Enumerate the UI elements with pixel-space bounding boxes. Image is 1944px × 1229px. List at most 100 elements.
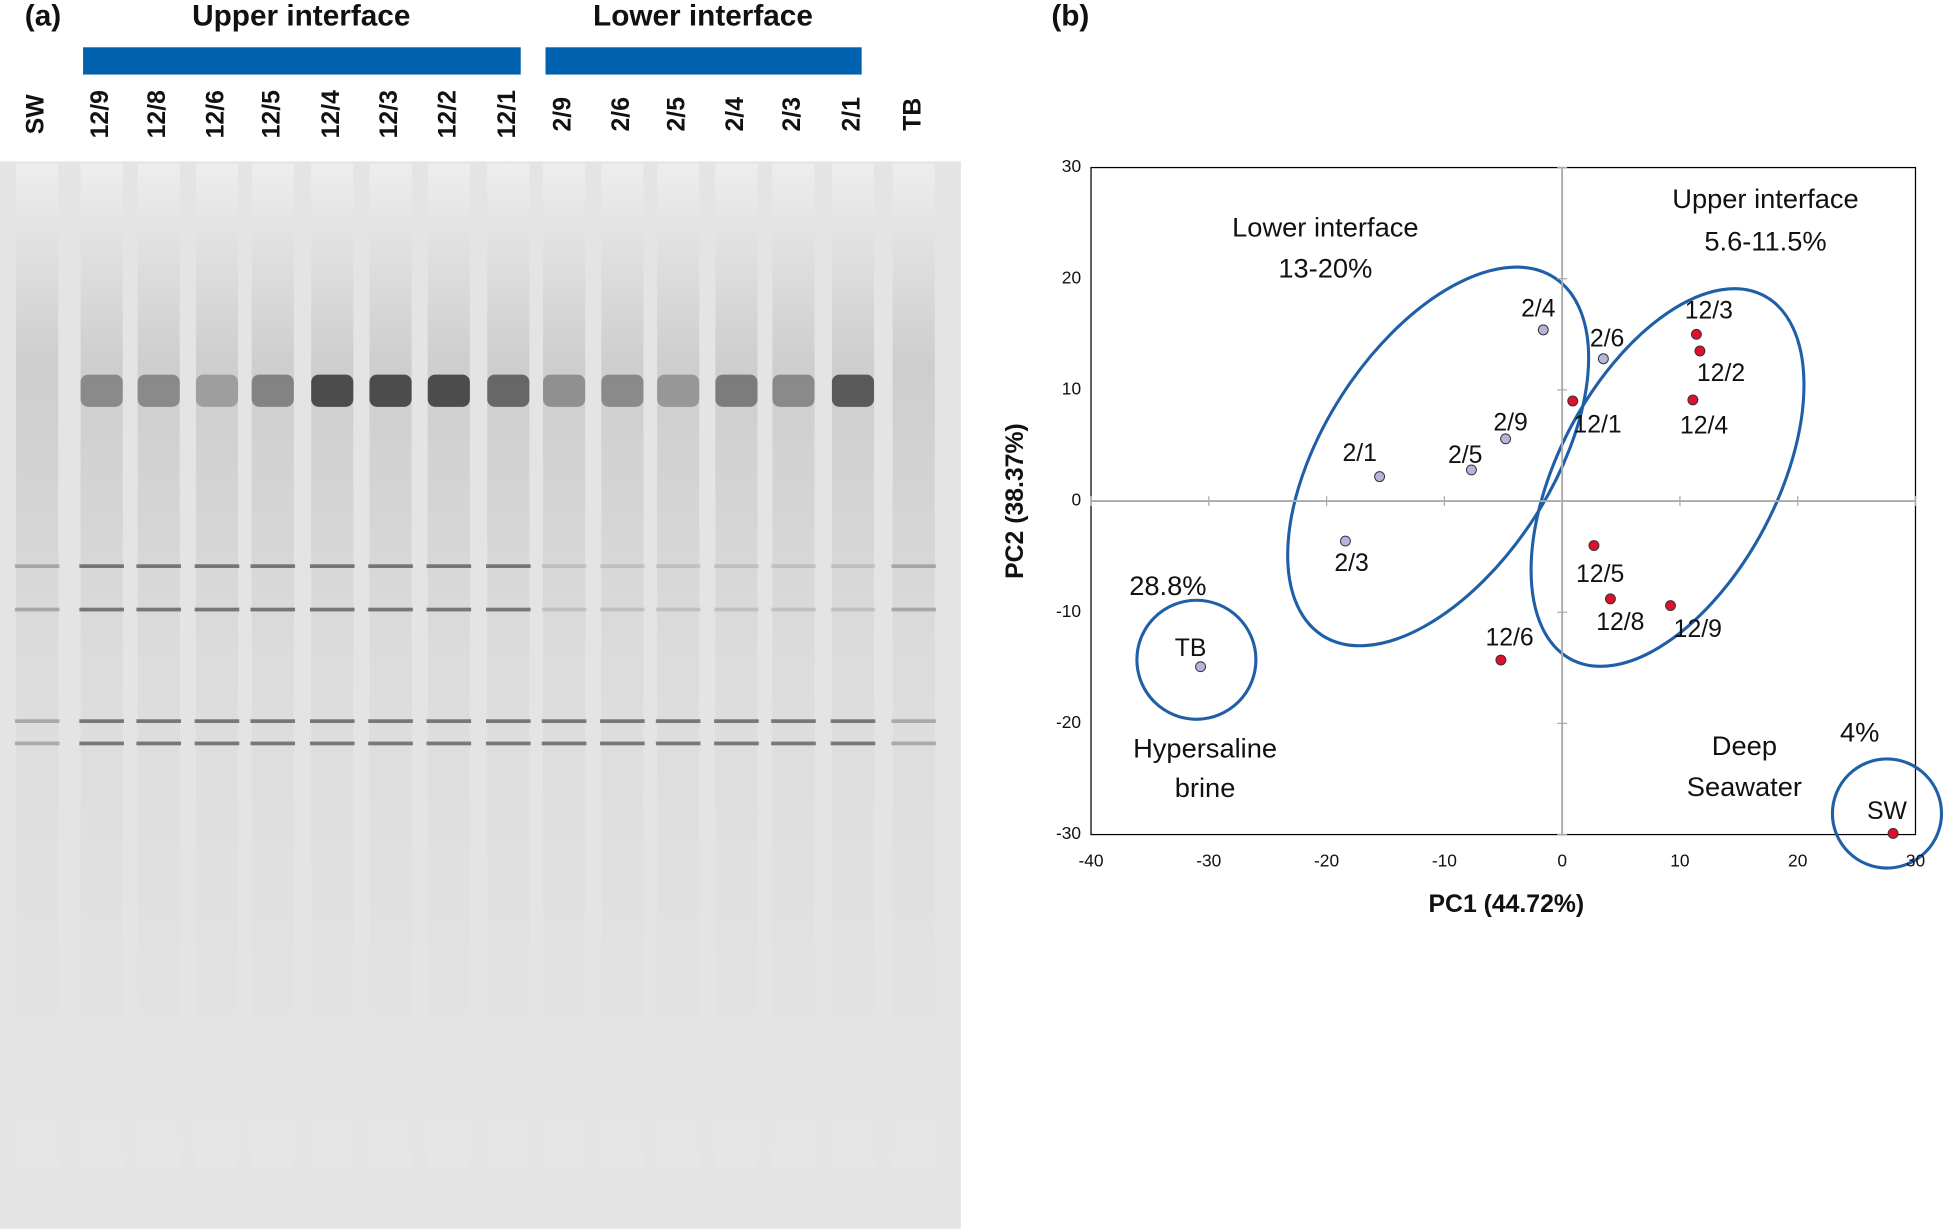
gel-lane bbox=[427, 163, 470, 1169]
gel-band bbox=[136, 719, 182, 723]
point bbox=[1690, 328, 1702, 340]
gel-band bbox=[714, 741, 759, 746]
annotation: Lower interface bbox=[1232, 212, 1418, 243]
gel-band bbox=[487, 374, 530, 407]
gel-band bbox=[194, 719, 240, 723]
gel: SW 12/9 12/8 12/6 12/5 12/4 12/3 12/2 12/1 2/9 2/6… bbox=[14, 90, 937, 1169]
annotation: Deep bbox=[1712, 730, 1777, 761]
point-label: 12/1 bbox=[1573, 411, 1621, 438]
gel-band bbox=[830, 741, 876, 746]
gel-band bbox=[600, 741, 645, 746]
gel-lane bbox=[369, 163, 412, 1169]
gel-band bbox=[251, 374, 294, 407]
lane-label: 2/3 bbox=[779, 97, 806, 131]
point bbox=[1694, 345, 1706, 357]
panel-label: (b) bbox=[1051, 0, 1089, 32]
gel-band bbox=[427, 374, 470, 407]
gel-lane bbox=[772, 163, 815, 1169]
gel-band bbox=[79, 719, 124, 723]
gel-band bbox=[368, 741, 413, 746]
gel-band bbox=[771, 607, 816, 612]
lane-label: SW bbox=[23, 94, 50, 135]
point bbox=[1567, 395, 1579, 407]
plot: -40 -30 -20 -10 0 10 20 30 -30 -20 -10 0 10 20 30 12/3 1… bbox=[1056, 156, 1925, 870]
gel-lane bbox=[251, 163, 294, 1169]
annotation: Hypersaline bbox=[1133, 732, 1277, 763]
cluster-ellipse bbox=[1286, 265, 1591, 648]
gel-band bbox=[830, 719, 876, 723]
gel-band bbox=[486, 607, 531, 612]
annotation: 28.8% bbox=[1129, 570, 1206, 601]
gel-band bbox=[250, 564, 296, 569]
annotation: Seawater bbox=[1687, 771, 1802, 802]
gel-lane bbox=[487, 163, 530, 1169]
gel-band bbox=[600, 564, 645, 569]
lane-label: 2/4 bbox=[722, 97, 749, 132]
gel-band bbox=[79, 607, 124, 612]
gel-band bbox=[891, 741, 937, 746]
group-label: Upper interface bbox=[192, 0, 410, 32]
point-label: 12/8 bbox=[1596, 609, 1644, 636]
gel-lane bbox=[311, 163, 354, 1169]
point-label: 12/3 bbox=[1685, 298, 1733, 325]
gel-lane bbox=[16, 163, 59, 1169]
gel-band bbox=[714, 607, 759, 612]
point bbox=[1588, 540, 1600, 551]
gel-band bbox=[136, 741, 182, 746]
x-tick-label: 0 bbox=[1557, 850, 1567, 870]
gel-lane bbox=[80, 163, 123, 1169]
gel-band bbox=[195, 374, 239, 407]
gel-band bbox=[771, 719, 816, 723]
gel-band bbox=[891, 607, 937, 612]
gel-band bbox=[714, 719, 759, 723]
cluster-ellipse bbox=[1529, 287, 1806, 668]
lane-label: 2/1 bbox=[839, 97, 866, 132]
point-label: TB bbox=[1175, 635, 1207, 662]
x-tick-label: -30 bbox=[1196, 850, 1221, 870]
gel-band bbox=[601, 374, 644, 407]
gel-band bbox=[309, 564, 355, 569]
gel-band bbox=[541, 719, 587, 723]
point-label: SW bbox=[1867, 798, 1908, 825]
gel-band bbox=[714, 564, 759, 569]
lane-label: 12/6 bbox=[203, 90, 230, 138]
gel-lane bbox=[715, 163, 758, 1169]
gel-band bbox=[311, 374, 354, 407]
gel-band bbox=[14, 719, 60, 723]
y-axis-label: PC2 (38.37%) bbox=[1002, 423, 1029, 579]
gel-band bbox=[891, 719, 937, 723]
gel-lane bbox=[137, 163, 180, 1169]
x-tick-label: -10 bbox=[1432, 850, 1457, 870]
gel-band bbox=[309, 607, 355, 612]
point bbox=[1374, 471, 1386, 483]
lane-label: 2/9 bbox=[550, 97, 577, 131]
gel-band bbox=[250, 741, 296, 746]
lane-label: 12/1 bbox=[494, 90, 521, 138]
annotation: 13-20% bbox=[1278, 253, 1372, 284]
gel-band bbox=[426, 741, 472, 746]
y-tick-label: -30 bbox=[1056, 823, 1081, 843]
point bbox=[1687, 394, 1699, 406]
y-tick-label: 20 bbox=[1062, 267, 1081, 287]
annotation: 4% bbox=[1840, 716, 1879, 747]
gel-band bbox=[771, 564, 816, 569]
gel-band bbox=[368, 719, 413, 723]
gel-band bbox=[369, 374, 412, 407]
point-label: 2/6 bbox=[1590, 326, 1624, 353]
point-label: 2/5 bbox=[1448, 442, 1482, 469]
point bbox=[1195, 661, 1207, 673]
gel-band bbox=[368, 607, 413, 612]
gel-band bbox=[543, 374, 586, 407]
point-label: 12/6 bbox=[1485, 624, 1533, 651]
x-axis-label: PC1 (44.72%) bbox=[1429, 891, 1585, 918]
x-tick-label: -20 bbox=[1314, 850, 1339, 870]
point-label: 2/9 bbox=[1493, 409, 1527, 436]
point-label: 12/9 bbox=[1674, 616, 1722, 643]
lane-label: 12/9 bbox=[87, 90, 114, 138]
gel-band bbox=[771, 741, 816, 746]
lane-label: 12/2 bbox=[434, 90, 461, 138]
point bbox=[1339, 535, 1351, 547]
point-label: 12/2 bbox=[1697, 360, 1745, 387]
gel-band bbox=[830, 607, 876, 612]
